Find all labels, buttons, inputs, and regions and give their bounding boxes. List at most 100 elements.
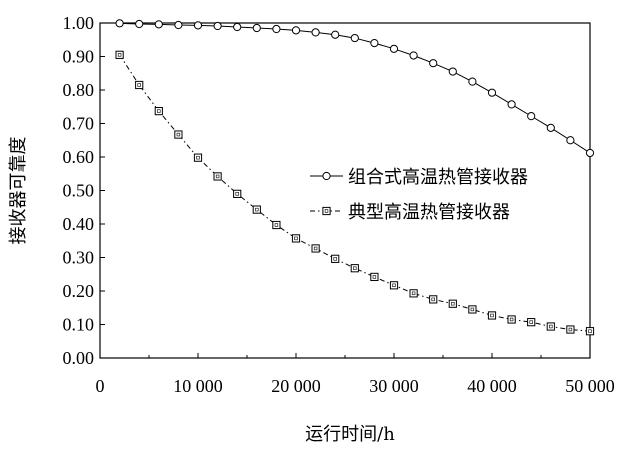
data-point-square-inner	[137, 83, 141, 87]
y-tick-label: 0.50	[63, 181, 95, 201]
data-point-square-inner	[274, 223, 279, 227]
data-point-square	[233, 189, 242, 198]
data-point-square	[135, 80, 144, 90]
x-tick-label: 40 000	[467, 376, 517, 396]
series-line	[119, 22, 591, 154]
data-point-square	[546, 322, 555, 331]
data-point-square	[252, 205, 261, 214]
data-point-square	[272, 220, 281, 230]
y-tick-label: 0.20	[63, 281, 95, 301]
series-layer	[115, 19, 595, 336]
data-point-square	[448, 299, 457, 308]
data-point-circle	[252, 23, 261, 33]
data-point-circle	[350, 33, 359, 43]
data-point-square	[527, 318, 536, 327]
data-point-circle	[429, 59, 438, 68]
data-point-square-inner	[294, 236, 298, 241]
x-tick-label: 30 000	[369, 376, 419, 396]
data-point-square-inner	[588, 329, 592, 333]
data-point-square-inner	[176, 132, 181, 137]
data-point-circle	[174, 20, 183, 30]
legend-marker-circle	[322, 171, 331, 181]
data-point-square	[468, 305, 477, 314]
data-point-circle	[409, 51, 418, 60]
y-axis: 0.00 0.10 0.20 0.30 0.40 0.50 0.60 0.70 0.80 0.90…	[63, 13, 105, 368]
data-point-circle	[311, 28, 320, 37]
y-tick-label: 0.80	[63, 80, 95, 100]
data-point-square	[370, 272, 379, 282]
legend-item-1: 组合式高温热管接收器	[310, 167, 528, 188]
plot-border	[99, 22, 591, 359]
data-point-circle	[585, 148, 595, 158]
y-tick-label: 1.00	[63, 13, 95, 33]
data-point-circle	[115, 19, 124, 28]
x-axis-title: 运行时间/h	[305, 424, 395, 445]
data-point-square-inner	[490, 313, 494, 318]
data-point-square-inner	[451, 302, 455, 306]
data-point-circle	[527, 112, 536, 121]
data-point-square-inner	[117, 53, 122, 57]
data-point-square-inner	[353, 266, 357, 270]
series-1	[115, 19, 595, 158]
data-point-square	[507, 315, 516, 324]
y-tick-label: 0.70	[63, 114, 95, 134]
data-point-square	[331, 254, 340, 263]
data-point-circle	[448, 67, 457, 76]
data-point-square	[350, 264, 359, 273]
data-point-square-inner	[411, 291, 416, 296]
data-point-square-inner	[157, 109, 161, 113]
data-point-square	[213, 172, 222, 181]
legend-label: 典型高温热管接收器	[348, 202, 510, 223]
data-point-square	[193, 153, 203, 162]
data-point-square	[429, 295, 438, 304]
data-point-square-inner	[255, 207, 259, 212]
data-point-square	[291, 234, 301, 243]
data-point-square	[566, 325, 575, 334]
data-point-square-inner	[470, 307, 475, 312]
data-point-square-inner	[333, 257, 337, 261]
y-tick-label: 0.60	[63, 147, 95, 167]
data-point-square-inner	[215, 174, 220, 179]
x-tick-label: 20 000	[271, 376, 321, 396]
data-point-square-inner	[313, 246, 318, 251]
x-tick-label: 0	[96, 376, 105, 396]
data-point-circle	[193, 21, 203, 30]
data-point-circle	[331, 30, 340, 39]
data-point-square-inner	[235, 192, 239, 196]
data-point-circle	[370, 39, 379, 48]
data-point-circle	[213, 21, 222, 31]
data-point-square-inner	[372, 275, 377, 279]
data-point-square	[585, 327, 595, 336]
data-point-square	[487, 311, 497, 320]
data-point-square	[115, 50, 124, 59]
y-tick-label: 0.10	[63, 315, 95, 335]
data-point-square	[174, 130, 183, 139]
legend-item-2: 典型高温热管接收器	[310, 202, 510, 223]
data-point-square-inner	[392, 283, 396, 288]
y-tick-label: 0.00	[63, 348, 95, 368]
data-point-square	[389, 281, 399, 290]
data-point-circle	[272, 24, 281, 34]
data-point-circle	[566, 136, 575, 145]
data-point-circle	[291, 26, 301, 35]
data-point-square-inner	[509, 317, 514, 322]
data-point-circle	[487, 88, 497, 97]
series-line	[119, 54, 591, 332]
plot-area	[99, 22, 591, 359]
data-point-square-inner	[431, 297, 435, 302]
x-axis: 0 10 000 20 000 30 000 40 000 50 000	[96, 353, 615, 396]
x-tick-label: 10 000	[173, 376, 223, 396]
data-point-square-inner	[196, 155, 200, 160]
series-2	[115, 50, 595, 336]
data-point-circle	[507, 100, 516, 109]
data-point-circle	[154, 20, 163, 29]
y-tick-label: 0.90	[63, 47, 95, 67]
data-point-square-inner	[568, 327, 573, 332]
x-tick-label: 50 000	[565, 376, 615, 396]
legend-marker-square-inner	[324, 209, 329, 213]
y-tick-label: 0.30	[63, 248, 95, 268]
y-axis-title: 接收器可靠度	[8, 137, 29, 245]
